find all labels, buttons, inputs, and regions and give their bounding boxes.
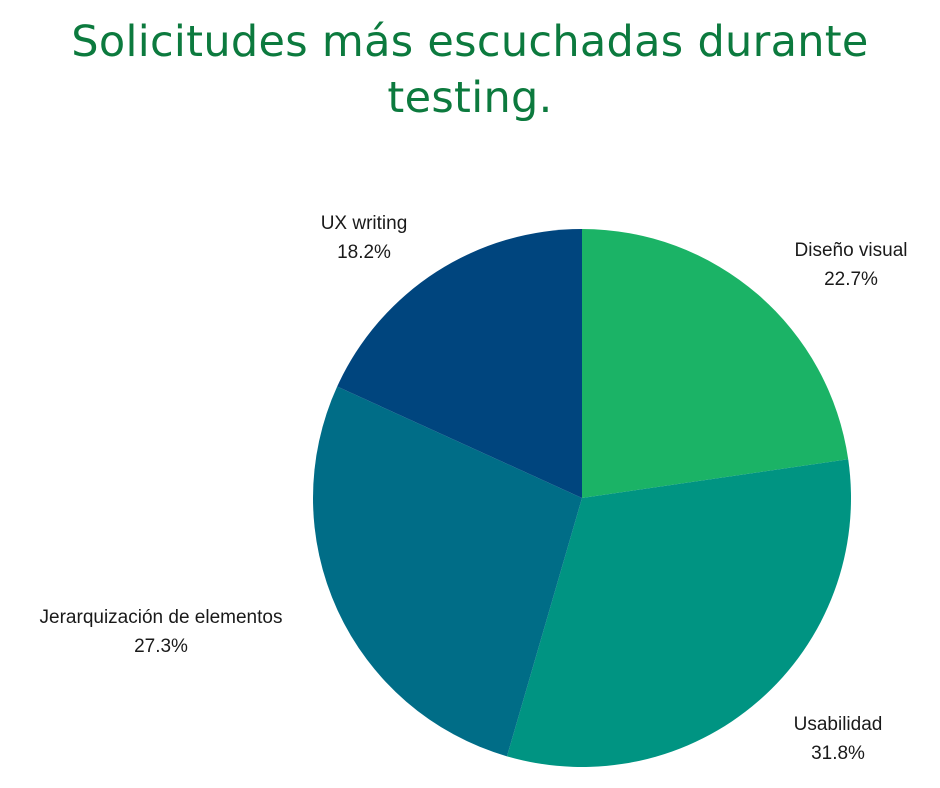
pie-slice-jerarquización-de-elementos (312, 386, 582, 757)
pie-labels: Diseño visual 22.7% Usabilidad 31.8% Jerarqu… (40, 213, 908, 764)
chart-title-line-1: Solicitudes más escuchadas durante (71, 17, 869, 67)
slice-label: Usabilidad (794, 714, 883, 735)
slice-percent-label: 22.7% (824, 269, 878, 290)
slice-percent-label: 27.3% (134, 636, 188, 657)
pie-slice-usabilidad (506, 459, 852, 768)
chart-title: Solicitudes más escuchadas durante testi… (70, 14, 870, 126)
pie-slices (312, 229, 852, 768)
chart-title-line-2: testing. (387, 73, 553, 123)
pie-slice-diseño-visual (582, 229, 849, 498)
slice-percent-label: 18.2% (337, 242, 391, 263)
slice-label: Diseño visual (795, 240, 908, 261)
pie-slice-ux-writing (337, 229, 582, 498)
slice-label: UX writing (321, 213, 408, 234)
slice-label: Jerarquización de elementos (40, 607, 283, 628)
slice-percent-label: 31.8% (811, 743, 865, 764)
